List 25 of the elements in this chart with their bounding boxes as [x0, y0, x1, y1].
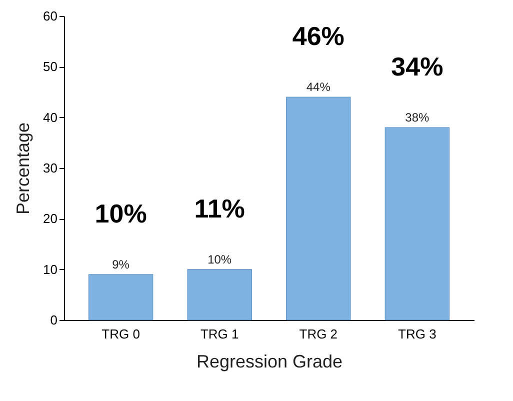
x-tick-label: TRG 0 [102, 326, 140, 342]
annotation: 34% [391, 51, 444, 82]
bar [384, 127, 450, 320]
x-tick-label: TRG 2 [299, 326, 338, 342]
data-label: 44% [306, 80, 331, 94]
annotation: 10% [94, 198, 147, 228]
y-tick-label: 0 [50, 312, 58, 328]
y-tick-label: 10 [43, 262, 58, 277]
bar [88, 274, 154, 320]
y-tick-label: 40 [43, 110, 58, 125]
annotation: 46% [292, 21, 344, 52]
y-axis-title: Percentage [13, 122, 34, 215]
bar [286, 96, 351, 320]
y-tick-label: 20 [43, 211, 58, 226]
y-tick-label: 60 [43, 8, 58, 24]
y-tick-label: 50 [43, 59, 58, 74]
x-tick-label: TRG 3 [398, 326, 436, 342]
data-label: 9% [112, 257, 130, 272]
data-label: 38% [405, 110, 430, 124]
annotation: 11% [194, 193, 245, 224]
x-tick-label: TRG 1 [200, 326, 239, 342]
bar [187, 269, 252, 320]
data-label: 10% [208, 252, 232, 266]
y-tick-label: 30 [43, 160, 58, 176]
x-axis-title: Regression Grade [196, 352, 343, 372]
